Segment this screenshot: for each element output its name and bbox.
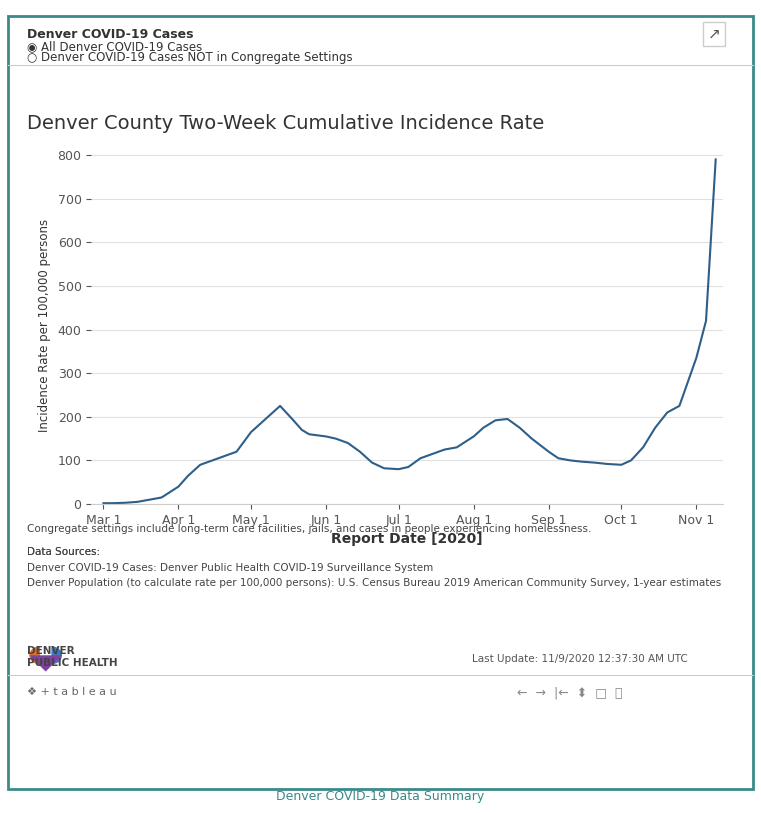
Text: Denver County Two-Week Cumulative Incidence Rate: Denver County Two-Week Cumulative Incide… [27,115,544,133]
Text: Data Sources:: Data Sources: [27,547,100,557]
Text: Congregate settings include long-term care facilities, jails, and cases in peopl: Congregate settings include long-term ca… [27,524,591,534]
Wedge shape [52,646,62,664]
Polygon shape [29,655,62,672]
Text: ◉ All Denver COVID-19 Cases: ◉ All Denver COVID-19 Cases [27,41,202,54]
Y-axis label: Incidence Rate per 100,000 persons: Incidence Rate per 100,000 persons [37,219,51,432]
Text: Denver COVID-19 Cases: Denver Public Health COVID-19 Surveillance System: Denver COVID-19 Cases: Denver Public Hea… [27,563,433,573]
Text: ↗: ↗ [708,27,721,41]
Text: ❖ + t a b l e a u: ❖ + t a b l e a u [27,687,116,697]
Text: ←  →  |←  ⬍  □  ⤢: ← → |← ⬍ □ ⤢ [517,687,623,700]
Text: Denver COVID-19 Data Summary: Denver COVID-19 Data Summary [276,790,485,803]
Text: Data Sources:: Data Sources: [27,547,100,557]
Text: DENVER
PUBLIC HEALTH: DENVER PUBLIC HEALTH [27,646,117,668]
Text: Denver Population (to calculate rate per 100,000 persons): U.S. Census Bureau 20: Denver Population (to calculate rate per… [27,578,721,588]
Text: Denver COVID-19 Cases: Denver COVID-19 Cases [27,28,193,41]
Text: Last Update: 11/9/2020 12:37:30 AM UTC: Last Update: 11/9/2020 12:37:30 AM UTC [472,654,688,664]
Text: ○ Denver COVID-19 Cases NOT in Congregate Settings: ○ Denver COVID-19 Cases NOT in Congregat… [27,51,352,64]
X-axis label: Report Date [2020]: Report Date [2020] [331,533,483,546]
Wedge shape [29,646,40,664]
